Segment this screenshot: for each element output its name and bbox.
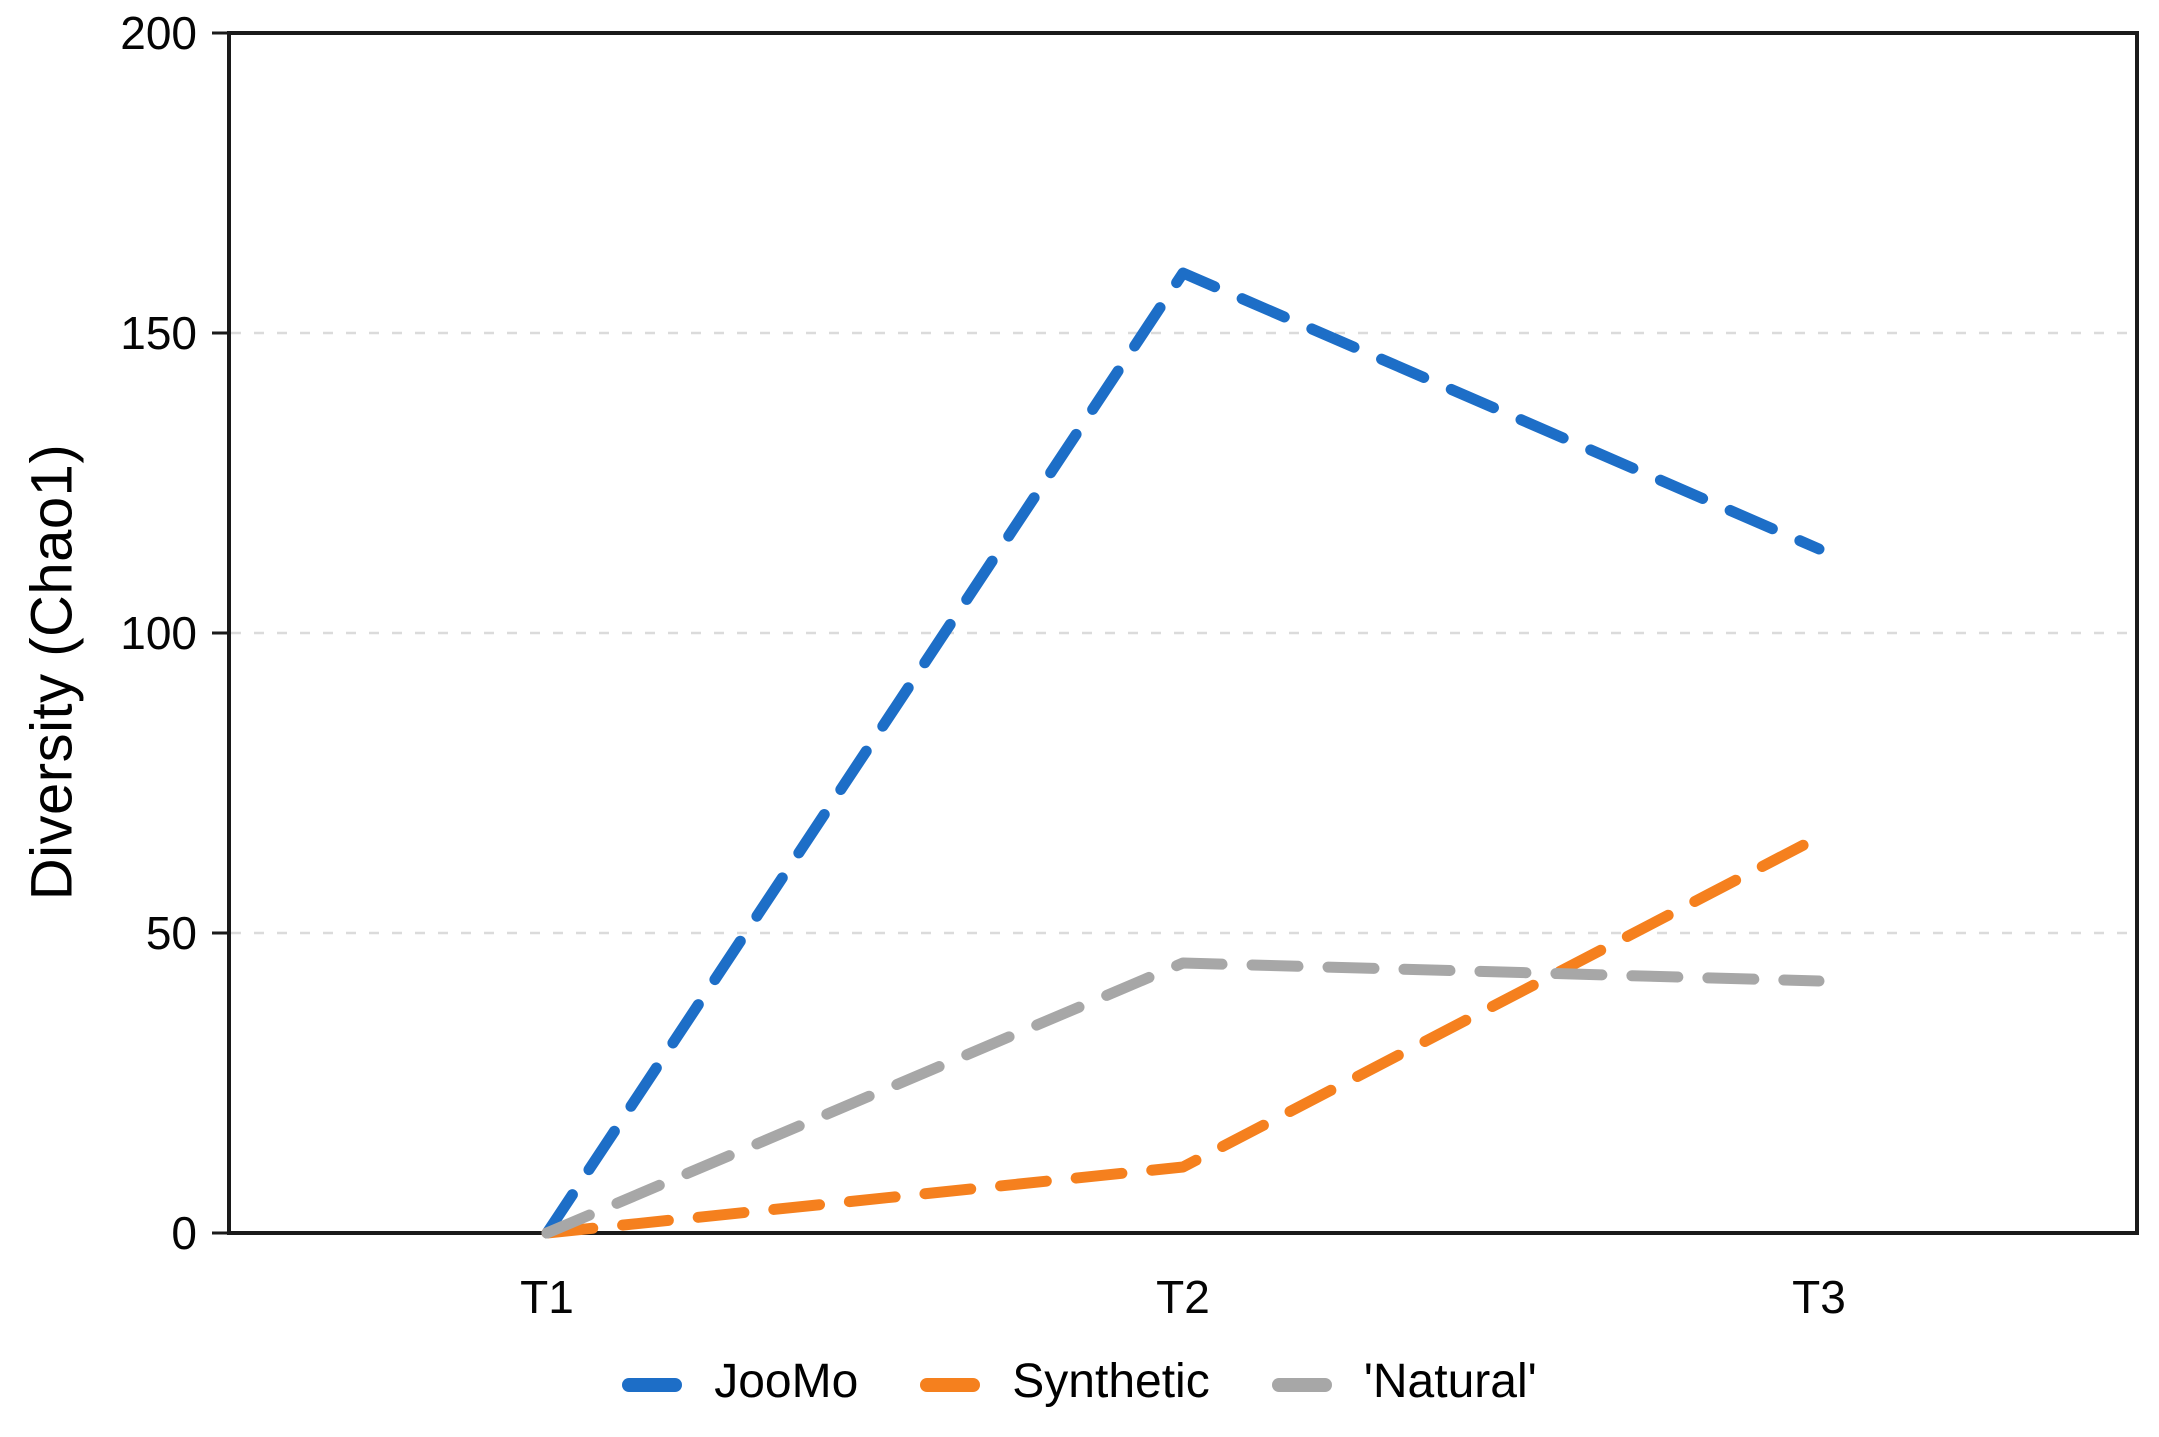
x-tick-label-t1: T1 [520, 1271, 574, 1323]
legend: JooMo Synthetic 'Natural' [0, 1350, 2159, 1414]
legend-label-joomo: JooMo [714, 1355, 859, 1408]
legend-item-joomo: JooMo [622, 1356, 858, 1408]
y-tick-label-200: 200 [120, 7, 197, 59]
legend-dash-icon-synthetic [920, 1378, 981, 1392]
legend-label-natural: 'Natural' [1363, 1355, 1537, 1408]
legend-dash-icon-joomo [622, 1378, 683, 1392]
series-line-joomo [541, 267, 1825, 1239]
y-tick-label-100: 100 [120, 607, 197, 659]
x-tick-label-t2: T2 [1156, 1271, 1210, 1323]
legend-dash-icon-natural [1271, 1378, 1332, 1392]
y-tick-label-50: 50 [145, 907, 197, 959]
x-tick-label-t3: T3 [1792, 1271, 1846, 1323]
series-line-synthetic [541, 831, 1825, 1239]
series-line-natural [541, 957, 1825, 1239]
legend-label-synthetic: Synthetic [1012, 1355, 1210, 1408]
legend-item-natural: 'Natural' [1271, 1355, 1537, 1408]
legend-item-synthetic: Synthetic [920, 1355, 1210, 1408]
y-tick-label-150: 150 [120, 307, 197, 359]
y-tick-label-0: 0 [171, 1207, 197, 1259]
